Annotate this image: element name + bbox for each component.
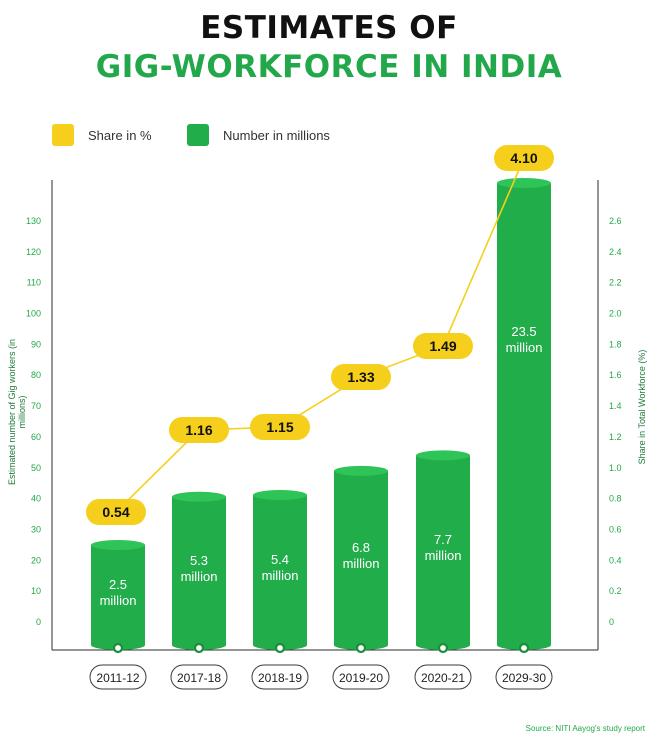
bar-base-marker (355, 642, 367, 654)
y-right-tick-label: 2.2 (609, 278, 622, 288)
chart-title-line2: GIG-WORKFORCE IN INDIA (95, 49, 563, 85)
share-value-label: 4.10 (510, 150, 537, 166)
bar-number (497, 183, 551, 645)
bar-base-marker (437, 642, 449, 654)
y-left-tick-label: 110 (27, 278, 41, 288)
share-value-label: 1.33 (347, 369, 374, 385)
y-right-tick-label: 2.0 (609, 309, 622, 319)
category-pill (251, 664, 309, 690)
y-right-tick-label: 1.2 (609, 432, 622, 442)
share-value-label: 1.15 (266, 419, 293, 435)
y-left-tick-label: 100 (26, 309, 41, 319)
bar-unit-label: million (181, 569, 218, 584)
bar-number (253, 495, 307, 645)
y-right-tick-label: 1.0 (609, 463, 622, 473)
bar-number (91, 545, 145, 645)
bar-cap (497, 178, 551, 188)
bar-cap (172, 491, 226, 502)
legend-number: Number in millions (187, 124, 330, 146)
bar-base-marker (112, 642, 124, 654)
bar-cap (91, 540, 145, 550)
y-left-tick-label: 80 (31, 370, 41, 380)
y-right-tick-label: 0 (609, 617, 614, 627)
category-label: 2029-30 (502, 671, 546, 685)
y-right-tick-label: 0.6 (609, 524, 622, 534)
bar-value-label: 7.7 (434, 532, 452, 547)
category-label: 2011-12 (96, 671, 139, 685)
bar-cap (334, 465, 388, 476)
y-left-tick-label: 10 (31, 586, 41, 596)
category-pill (89, 664, 147, 690)
bar-value-label: 23.5 (511, 324, 536, 339)
category-pill (332, 664, 390, 690)
share-value-label: 0.54 (102, 504, 129, 520)
share-label-pill (169, 417, 229, 443)
y-left-tick-label: 50 (31, 463, 41, 473)
share-label-pill (331, 364, 391, 390)
bar-cap (416, 450, 470, 461)
y-left-tick-label: 120 (26, 247, 41, 257)
category-pill (495, 664, 553, 690)
y-left-tick-label: 130 (26, 216, 41, 226)
bar-value-label: 5.4 (271, 552, 289, 567)
category-label: 2019-20 (339, 671, 383, 685)
y-left-tick-label: 40 (31, 494, 41, 504)
source-note: Source: NITI Aayog's study report (525, 724, 645, 733)
y-left-tick-label: 70 (31, 401, 41, 411)
share-label-pill (413, 333, 473, 359)
y-right-tick-label: 2.4 (609, 247, 622, 257)
bar-base-marker (193, 642, 205, 654)
category-pill (414, 664, 472, 690)
legend-share: Share in % (52, 124, 152, 146)
y-left-tick-label: 20 (31, 555, 41, 565)
bar-value-label: 6.8 (352, 540, 370, 555)
y-right-tick-label: 1.4 (609, 401, 622, 411)
bar-unit-label: million (343, 556, 380, 571)
legend-number-swatch (187, 124, 209, 146)
category-label: 2020-21 (421, 671, 465, 685)
legend-number-label: Number in millions (223, 127, 330, 143)
category-pill (170, 664, 228, 690)
y-left-tick-label: 60 (31, 432, 41, 442)
y-left-tick-label: 0 (36, 617, 41, 627)
y-right-tick-label: 0.2 (609, 586, 622, 596)
y-right-tick-label: 2.6 (609, 216, 622, 226)
share-label-pill (494, 145, 554, 171)
legend-share-label: Share in % (88, 127, 152, 143)
bar-base-marker (518, 642, 530, 654)
chart-title-line1: ESTIMATES OF (200, 10, 458, 46)
bar-number (416, 455, 470, 645)
share-value-label: 1.16 (185, 422, 212, 438)
bar-value-label: 5.3 (190, 553, 208, 568)
share-label-pill (250, 414, 310, 440)
category-label: 2017-18 (177, 671, 221, 685)
bar-number (334, 470, 388, 645)
bar-cap (253, 490, 307, 501)
share-line (115, 157, 525, 513)
share-value-label: 1.49 (429, 338, 456, 354)
bar-number (172, 496, 226, 645)
y-left-tick-label: 90 (31, 339, 41, 349)
share-label-pill (86, 499, 146, 525)
bar-value-label: 2.5 (109, 577, 127, 592)
bar-unit-label: million (262, 568, 299, 583)
y-right-tick-label: 0.8 (609, 494, 622, 504)
y-left-tick-label: 30 (31, 524, 41, 534)
bar-unit-label: million (506, 340, 543, 355)
bar-base-marker (274, 642, 286, 654)
category-label: 2018-19 (258, 671, 302, 685)
legend-share-swatch (52, 124, 74, 146)
y-right-tick-label: 0.4 (609, 555, 622, 565)
y-right-tick-label: 1.6 (609, 370, 622, 380)
bar-unit-label: million (425, 548, 462, 563)
bar-unit-label: million (100, 593, 137, 608)
y-right-tick-label: 1.8 (609, 339, 622, 349)
